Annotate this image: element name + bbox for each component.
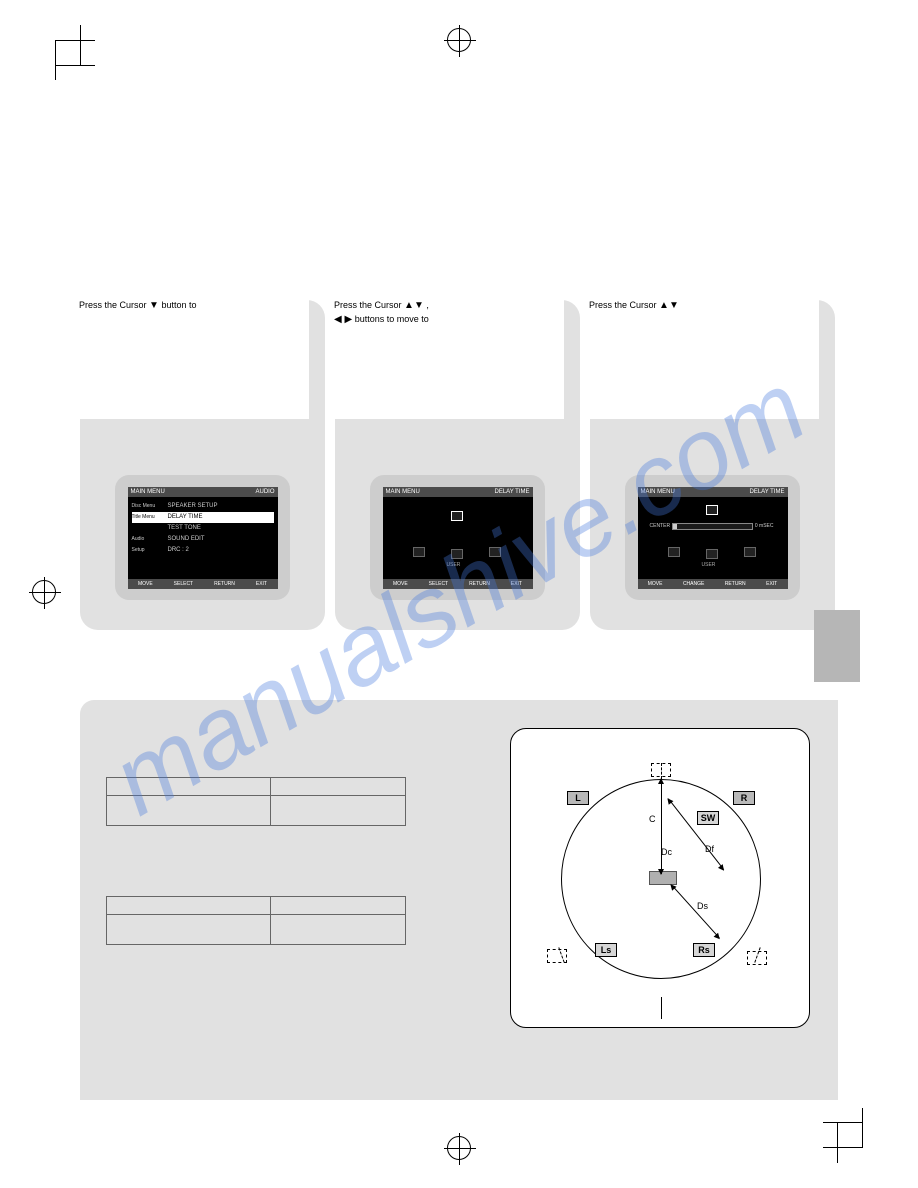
up-down-arrow-icon: ▲▼ xyxy=(659,300,679,311)
down-arrow-icon: ▼ xyxy=(149,300,159,311)
info-panel: LRSWLsRsCDcDfDs xyxy=(80,700,838,1100)
crop-mark-mid-left xyxy=(32,580,56,604)
step-row: Press the Cursor ▼ button to MAIN MENU A… xyxy=(80,300,838,630)
speaker-diagram: LRSWLsRsCDcDfDs xyxy=(510,728,810,1028)
page-sheet: Press the Cursor ▼ button to MAIN MENU A… xyxy=(80,80,838,1108)
step-1: Press the Cursor ▼ button to MAIN MENU A… xyxy=(80,300,325,630)
side-tab xyxy=(814,610,860,682)
step-2-caption: Press the Cursor ▲▼ , ◀ ▶ buttons to mov… xyxy=(334,299,564,419)
table-1 xyxy=(106,777,406,826)
info-left-column xyxy=(106,722,486,945)
left-right-arrow-icon: ◀ ▶ xyxy=(334,314,352,325)
table-2 xyxy=(106,896,406,945)
crop-mark-bottom-center xyxy=(447,1136,471,1160)
step-3-caption: Press the Cursor ▲▼ xyxy=(589,299,819,419)
step-1-screen: MAIN MENU AUDIO Disc MenuSPEAKER SETUPTi… xyxy=(115,475,290,600)
crop-mark-top-center xyxy=(447,28,471,52)
step-2-screen: MAIN MENU DELAY TIME USER MOVESELECTRETU… xyxy=(370,475,545,600)
step-2: Press the Cursor ▲▼ , ◀ ▶ buttons to mov… xyxy=(335,300,580,630)
delay-slider: CENTER 0 mSEC xyxy=(650,522,776,531)
step-1-caption: Press the Cursor ▼ button to xyxy=(79,299,309,419)
step-3: Press the Cursor ▲▼ MAIN MENU DELAY TIME… xyxy=(590,300,835,630)
up-down-arrow-icon: ▲▼ xyxy=(404,300,424,311)
step-3-screen: MAIN MENU DELAY TIME CENTER 0 mSEC USER … xyxy=(625,475,800,600)
